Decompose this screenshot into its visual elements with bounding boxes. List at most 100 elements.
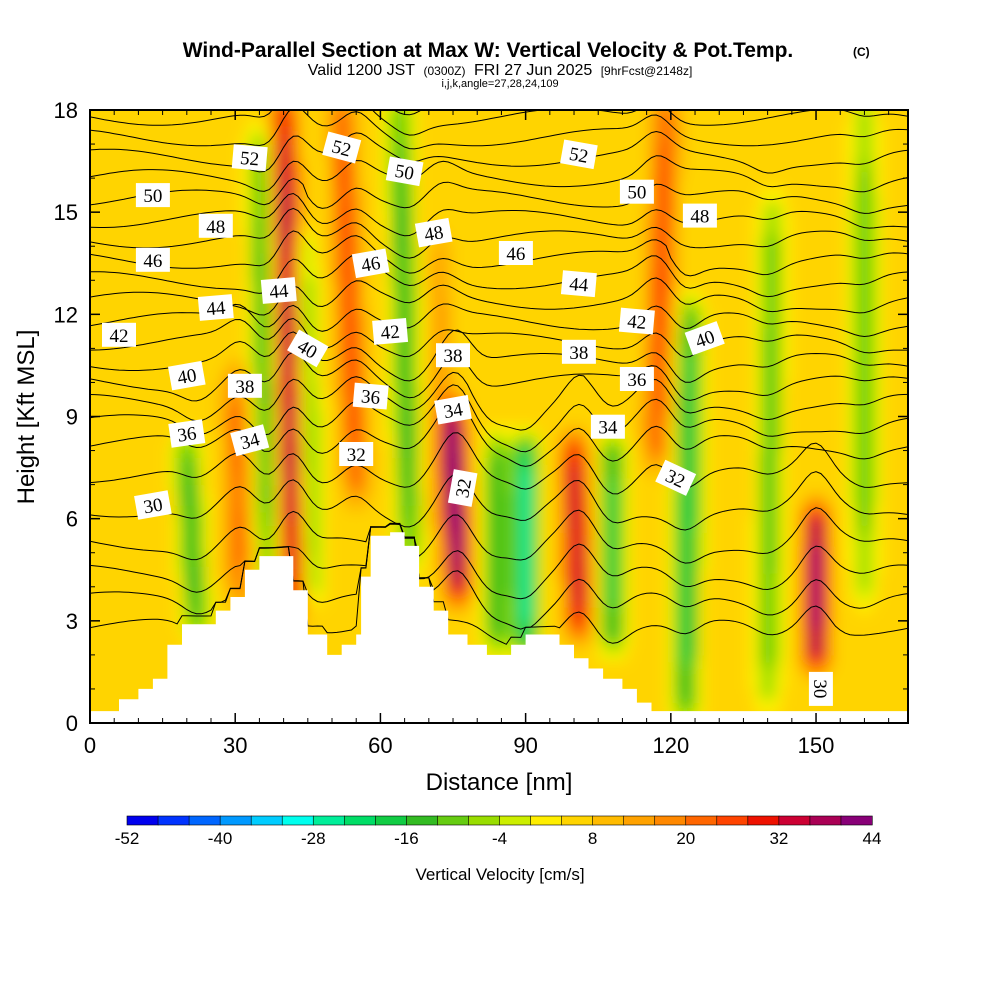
velocity-cell: [288, 389, 294, 397]
velocity-cell: [94, 436, 101, 445]
velocity-cell: [119, 368, 125, 377]
velocity-cell: [288, 423, 294, 431]
velocity-cell: [157, 178, 164, 186]
velocity-cell: [341, 620, 348, 629]
velocity-cell: [152, 593, 159, 601]
velocity-cell: [128, 402, 135, 411]
velocity-cell: [104, 518, 110, 527]
velocity-cell: [172, 457, 178, 465]
velocity-cell: [312, 212, 319, 220]
velocity-cell: [278, 348, 285, 356]
velocity-cell: [133, 586, 139, 595]
velocity-cell: [172, 266, 178, 275]
velocity-cell: [336, 641, 343, 649]
velocity-cell: [312, 184, 319, 193]
velocity-cell: [259, 259, 265, 268]
velocity-cell: [201, 600, 207, 608]
velocity-cell: [186, 498, 193, 506]
velocity-cell: [254, 123, 260, 131]
velocity-cell: [128, 287, 135, 295]
velocity-cell: [307, 328, 314, 336]
velocity-cell: [186, 321, 193, 329]
velocity-cell: [341, 273, 348, 281]
velocity-cell: [235, 491, 241, 499]
velocity-cell: [283, 436, 289, 445]
velocity-cell: [99, 116, 106, 125]
velocity-cell: [128, 253, 135, 261]
velocity-cell: [307, 600, 314, 608]
velocity-cell: [196, 348, 202, 356]
velocity-cell: [303, 232, 309, 240]
velocity-cell: [182, 471, 188, 479]
velocity-cell: [182, 314, 188, 322]
velocity-cell: [336, 334, 343, 343]
velocity-cell: [90, 246, 96, 254]
velocity-cell: [104, 348, 110, 356]
velocity-cell: [336, 505, 343, 513]
velocity-cell: [99, 178, 106, 186]
velocity-cell: [206, 423, 212, 431]
velocity-cell: [182, 580, 188, 588]
velocity-cell: [148, 178, 154, 186]
velocity-cell: [273, 116, 280, 125]
velocity-cell: [167, 232, 173, 240]
velocity-cell: [225, 246, 231, 254]
velocity-cell: [152, 150, 159, 159]
velocity-cell: [312, 573, 319, 581]
velocity-cell: [186, 144, 193, 152]
velocity-cell: [307, 280, 314, 288]
velocity-cell: [143, 232, 149, 240]
velocity-cell: [201, 477, 207, 486]
velocity-cell: [283, 341, 289, 349]
velocity-cell: [215, 205, 222, 213]
velocity-cell: [298, 150, 304, 159]
velocity-cell: [162, 477, 168, 486]
velocity-cell: [201, 362, 207, 370]
velocity-cell: [114, 464, 120, 472]
velocity-cell: [128, 178, 135, 186]
velocity-cell: [220, 532, 227, 540]
velocity-cell: [215, 150, 222, 159]
velocity-cell: [215, 396, 222, 404]
velocity-cell: [109, 702, 115, 710]
velocity-cell: [332, 402, 338, 411]
velocity-cell: [186, 253, 193, 261]
velocity-cell: [215, 457, 222, 465]
velocity-cell: [123, 607, 130, 615]
velocity-cell: [220, 436, 227, 445]
velocity-cell: [201, 409, 207, 418]
velocity-cell: [298, 382, 304, 390]
velocity-cell: [157, 545, 164, 554]
velocity-cell: [235, 205, 241, 213]
velocity-cell: [341, 348, 348, 356]
velocity-cell: [240, 191, 246, 200]
velocity-cell: [196, 239, 202, 247]
velocity-cell: [167, 150, 173, 159]
velocity-cell: [119, 484, 125, 492]
velocity-cell: [254, 314, 260, 322]
velocity-cell: [133, 157, 139, 166]
velocity-cell: [249, 457, 256, 465]
velocity-cell: [307, 110, 314, 118]
velocity-cell: [211, 259, 217, 268]
velocity-cell: [104, 525, 110, 533]
velocity-cell: [215, 321, 222, 329]
velocity-cell: [177, 457, 183, 465]
velocity-cell: [254, 219, 260, 227]
velocity-cell: [196, 334, 202, 343]
velocity-cell: [104, 110, 110, 118]
velocity-cell: [133, 641, 139, 649]
velocity-cell: [123, 634, 130, 642]
velocity-cell: [283, 225, 289, 234]
velocity-cell: [172, 341, 178, 349]
velocity-cell: [269, 362, 275, 370]
velocity-cell: [307, 436, 314, 445]
velocity-cell: [152, 457, 159, 465]
velocity-cell: [278, 396, 285, 404]
velocity-cell: [317, 253, 323, 261]
velocity-cell: [283, 266, 289, 275]
velocity-cell: [244, 239, 251, 247]
velocity-cell: [351, 573, 357, 581]
velocity-cell: [94, 300, 101, 309]
velocity-cell: [143, 137, 149, 145]
